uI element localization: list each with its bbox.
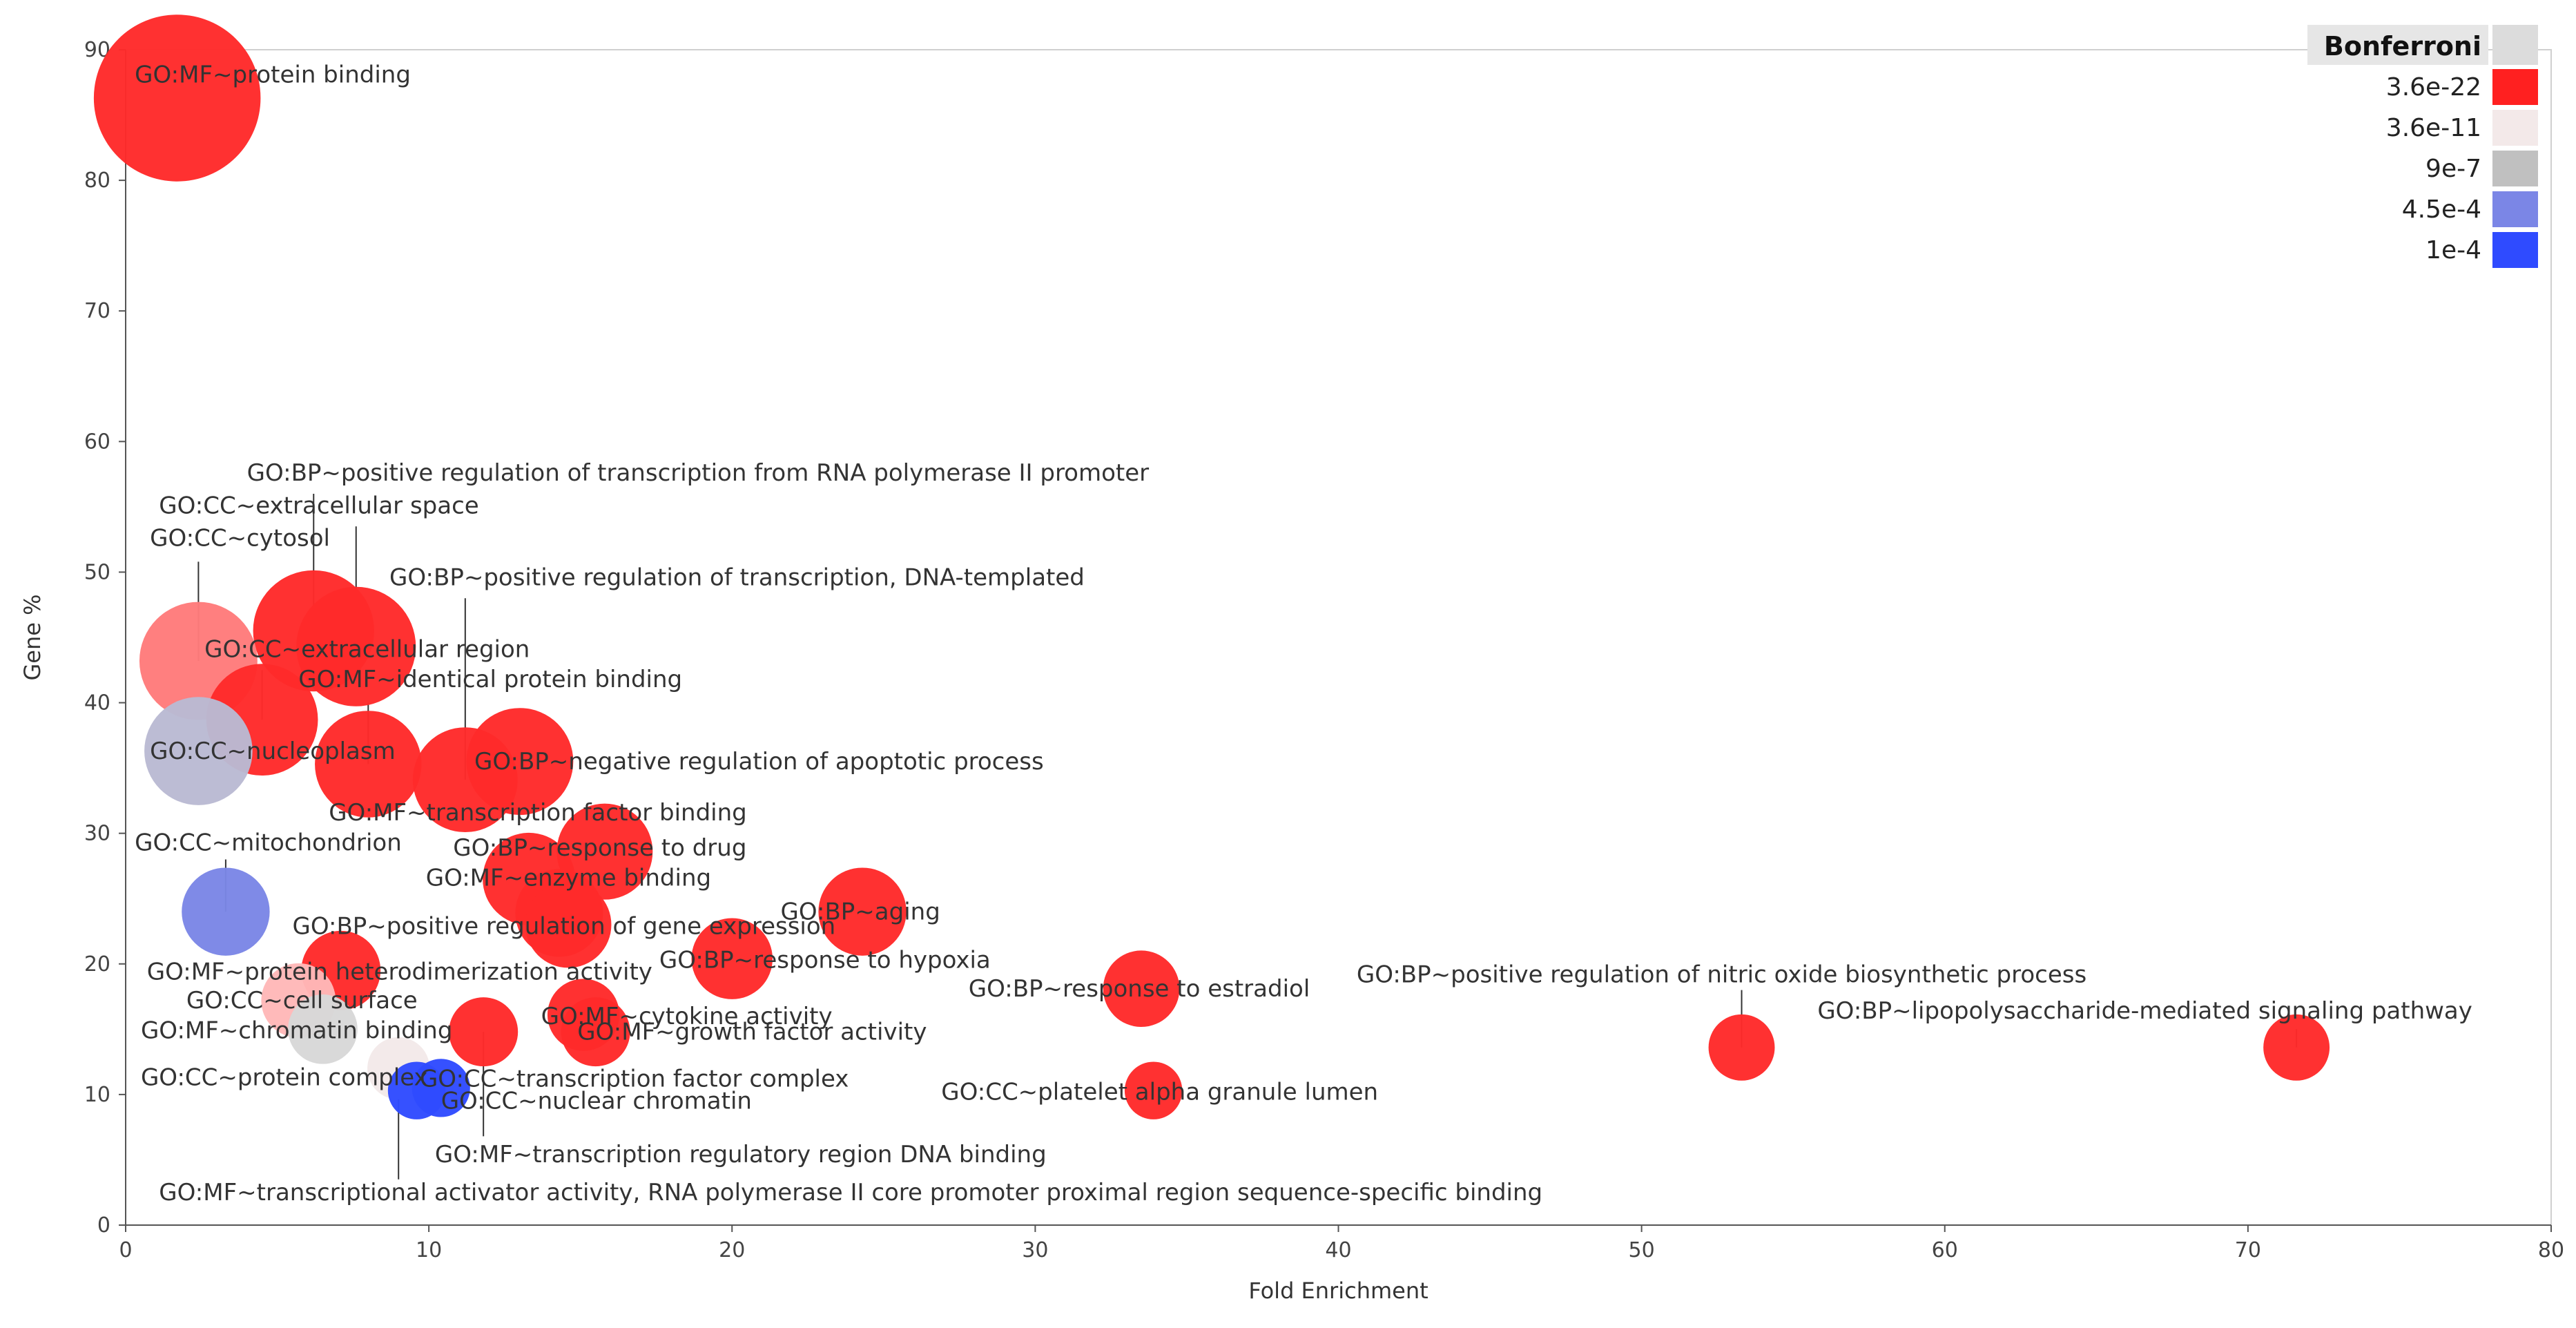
legend-swatch xyxy=(2492,191,2538,227)
data-label: GO:BP~response to estradiol xyxy=(969,975,1310,1003)
y-tick-label: 40 xyxy=(84,691,110,715)
y-tick-label: 60 xyxy=(84,430,110,454)
y-tick-label: 50 xyxy=(84,560,110,584)
x-tick-label: 20 xyxy=(719,1238,745,1262)
data-label: GO:BP~positive regulation of transcripti… xyxy=(389,564,1085,591)
data-label: GO:BP~positive regulation of nitric oxid… xyxy=(1357,961,2086,988)
legend-swatch xyxy=(2492,69,2538,105)
data-label: GO:CC~nucleoplasm xyxy=(150,738,396,765)
data-label: GO:BP~positive regulation of gene expres… xyxy=(293,912,836,940)
data-label: GO:MF~protein binding xyxy=(135,61,411,88)
axes: Fold Enrichment Gene % 0 10 20 30 40 50 60 70 80… xyxy=(19,38,2564,1304)
legend-label: 4.5e-4 xyxy=(2402,195,2481,224)
x-axis-title: Fold Enrichment xyxy=(1248,1278,1428,1304)
data-label: GO:MF~protein heterodimerization activit… xyxy=(147,958,652,985)
data-label: GO:MF~enzyme binding xyxy=(426,864,711,892)
legend-swatch xyxy=(2492,110,2538,146)
data-label: GO:BP~response to drug xyxy=(453,834,746,862)
x-tick-label: 30 xyxy=(1022,1238,1048,1262)
y-tick-label: 30 xyxy=(84,822,110,846)
y-tick-label: 20 xyxy=(84,952,110,976)
data-point[interactable] xyxy=(182,867,270,956)
data-point[interactable] xyxy=(818,867,907,956)
data-label: GO:MF~chromatin binding xyxy=(141,1017,452,1045)
data-point[interactable] xyxy=(1124,1061,1183,1119)
data-label: GO:CC~cell surface xyxy=(186,987,418,1014)
legend-label: 3.6e-22 xyxy=(2386,73,2481,102)
legend-title: Bonferroni xyxy=(2324,31,2481,61)
data-label: GO:BP~lipopolysaccharide-mediated signal… xyxy=(1817,997,2472,1025)
y-tick-label: 80 xyxy=(84,169,110,193)
data-label: GO:BP~aging xyxy=(781,898,940,925)
y-tick-label: 70 xyxy=(84,299,110,323)
x-tick-label: 60 xyxy=(1932,1238,1958,1262)
data-point[interactable] xyxy=(144,697,253,805)
data-point[interactable] xyxy=(691,918,773,999)
data-label: GO:CC~platelet alpha granule lumen xyxy=(941,1078,1378,1106)
legend-swatch xyxy=(2492,151,2538,186)
data-point[interactable] xyxy=(387,1061,446,1119)
data-point[interactable] xyxy=(93,15,261,182)
x-tick-label: 40 xyxy=(1325,1238,1351,1262)
data-label: GO:BP~response to hypoxia xyxy=(659,946,991,974)
legend-title-swatch xyxy=(2492,25,2538,65)
y-axis-title: Gene % xyxy=(19,594,46,680)
legend-title-background xyxy=(2307,25,2488,65)
point-labels: GO:MF~protein binding GO:BP~positive regu… xyxy=(135,61,2472,1206)
y-tick-label: 0 xyxy=(97,1213,110,1238)
legend: Bonferroni 3.6e-22 3.6e-11 9e-7 4.5e-4 1e-4 xyxy=(2307,25,2538,268)
data-label: GO:BP~positive regulation of transcripti… xyxy=(247,459,1150,487)
data-point[interactable] xyxy=(315,711,422,818)
x-tick-label: 10 xyxy=(416,1238,442,1262)
data-label: GO:CC~cytosol xyxy=(150,525,330,552)
data-point[interactable] xyxy=(1708,1014,1775,1081)
data-label: GO:CC~transcription factor complex xyxy=(420,1066,849,1093)
x-tick-label: 80 xyxy=(2538,1238,2564,1262)
data-point[interactable] xyxy=(561,997,630,1067)
data-label: GO:CC~mitochondrion xyxy=(135,829,402,856)
data-point[interactable] xyxy=(296,586,416,706)
legend-swatch xyxy=(2492,232,2538,268)
data-point[interactable] xyxy=(412,727,518,833)
legend-label: 9e-7 xyxy=(2425,155,2481,183)
data-points xyxy=(93,15,2330,1119)
data-label: GO:MF~cytokine activity xyxy=(541,1003,833,1030)
data-label: GO:MF~transcription regulatory region DN… xyxy=(435,1141,1047,1168)
data-label: GO:CC~nuclear chromatin xyxy=(441,1088,752,1115)
data-label: GO:MF~transcription factor binding xyxy=(329,799,747,827)
data-point[interactable] xyxy=(288,994,358,1064)
data-point[interactable] xyxy=(1103,950,1180,1028)
y-tick-label: 10 xyxy=(84,1083,110,1107)
data-label: GO:MF~identical protein binding xyxy=(298,666,682,693)
data-point[interactable] xyxy=(525,881,612,968)
data-label: GO:MF~transcriptional activator activity… xyxy=(159,1179,1542,1206)
data-label: GO:CC~extracellular space xyxy=(159,492,478,519)
data-point[interactable] xyxy=(449,997,519,1067)
x-tick-label: 70 xyxy=(2235,1238,2261,1262)
legend-label: 1e-4 xyxy=(2425,236,2481,264)
x-tick-label: 0 xyxy=(119,1238,132,1262)
x-tick-label: 50 xyxy=(1629,1238,1655,1262)
data-label: GO:CC~protein complex xyxy=(141,1064,428,1092)
data-point[interactable] xyxy=(2263,1014,2330,1081)
data-label: GO:MF~growth factor activity xyxy=(577,1018,927,1046)
data-label: GO:CC~extracellular region xyxy=(204,635,530,663)
legend-label: 3.6e-11 xyxy=(2386,114,2481,142)
data-label: GO:BP~negative regulation of apoptotic p… xyxy=(474,748,1044,776)
